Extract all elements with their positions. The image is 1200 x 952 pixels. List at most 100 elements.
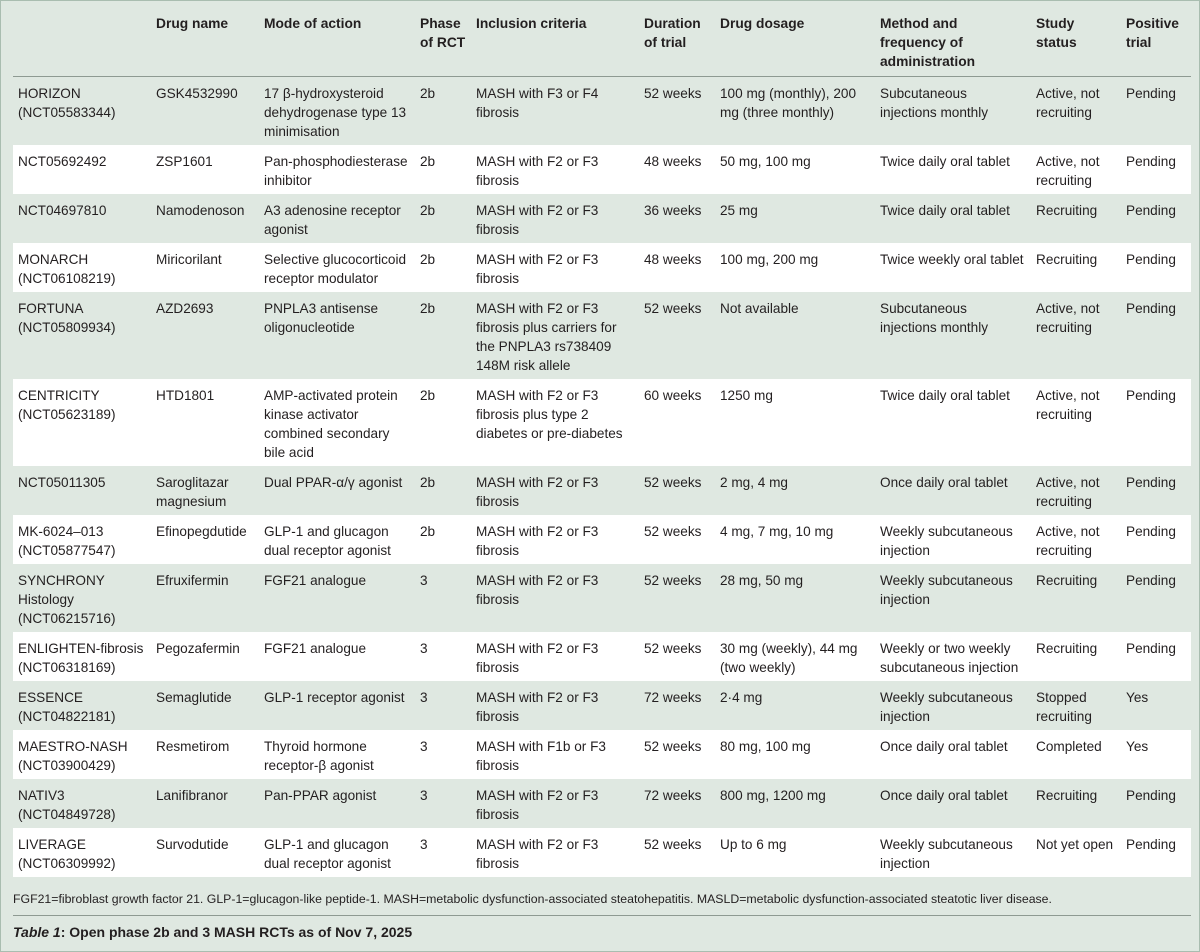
cell-administration: Once daily oral tablet — [880, 475, 1008, 490]
cell-inclusion-criteria: MASH with F2 or F3 fibrosis — [476, 573, 599, 607]
cell-positive-trial: Pending — [1126, 252, 1176, 267]
cell-drug-name: ZSP1601 — [156, 154, 213, 169]
footnote: FGF21=fibroblast growth factor 21. GLP-1… — [13, 892, 1052, 906]
cell-positive-trial: Pending — [1126, 524, 1176, 539]
caption-text: : Open phase 2b and 3 MASH RCTs as of No… — [60, 924, 413, 940]
table-row: MK-6024–013 (NCT05877547) Efinopegdutide G… — [13, 515, 1191, 564]
cell-positive-trial: Pending — [1126, 86, 1176, 101]
cell-inclusion-criteria: MASH with F2 or F3 fibrosis — [476, 475, 599, 509]
cell-duration: 48 weeks — [644, 252, 702, 267]
cell-dosage: Up to 6 mg — [720, 837, 787, 852]
cell-study-status: Recruiting — [1036, 641, 1098, 656]
cell-study-status: Completed — [1036, 739, 1102, 754]
cell-duration: 48 weeks — [644, 154, 702, 169]
cell-phase: 3 — [420, 739, 428, 754]
cell-drug-name: HTD1801 — [156, 388, 215, 403]
cell-mode-of-action: Pan-phosphodiesterase inhibitor — [264, 154, 408, 188]
cell-mode-of-action: GLP-1 and glucagon dual receptor agonist — [264, 524, 391, 558]
header-positive-trial: Positive trial — [1121, 8, 1191, 77]
cell-administration: Twice daily oral tablet — [880, 154, 1010, 169]
cell-study-status: Recruiting — [1036, 203, 1098, 218]
cell-phase: 2b — [420, 524, 436, 539]
cell-study-status: Active, not recruiting — [1036, 301, 1100, 335]
cell-inclusion-criteria: MASH with F2 or F3 fibrosis — [476, 837, 599, 871]
table-row: MONARCH (NCT06108219) Miricorilant Selecti… — [13, 243, 1191, 292]
header-administration: Method and frequency of administration — [875, 8, 1031, 77]
cell-mode-of-action: GLP-1 and glucagon dual receptor agonist — [264, 837, 391, 871]
cell-study-status: Recruiting — [1036, 252, 1098, 267]
cell-dosage: 2·4 mg — [720, 690, 763, 705]
cell-study-status: Active, not recruiting — [1036, 475, 1100, 509]
caption-label: Table 1 — [13, 924, 61, 940]
cell-duration: 52 weeks — [644, 573, 702, 588]
cell-dosage: 28 mg, 50 mg — [720, 573, 804, 588]
cell-positive-trial: Pending — [1126, 203, 1176, 218]
cell-duration: 52 weeks — [644, 301, 702, 316]
table-row: NATIV3 (NCT04849728) Lanifibranor Pan-PPAR… — [13, 779, 1191, 828]
header-drug-name: Drug name — [151, 8, 259, 77]
cell-administration: Subcutaneous injections monthly — [880, 301, 989, 335]
cell-dosage: 50 mg, 100 mg — [720, 154, 811, 169]
cell-duration: 52 weeks — [644, 475, 702, 490]
cell-duration: 52 weeks — [644, 837, 702, 852]
cell-phase: 2b — [420, 86, 436, 101]
cell-duration: 36 weeks — [644, 203, 702, 218]
table-row: CENTRICITY (NCT05623189) HTD1801 AMP-activ… — [13, 379, 1191, 466]
cell-positive-trial: Yes — [1126, 690, 1149, 705]
cell-mode-of-action: Pan-PPAR agonist — [264, 788, 377, 803]
cell-study-status: Recruiting — [1036, 788, 1098, 803]
header-phase: Phase of RCT — [415, 8, 471, 77]
cell-mode-of-action: 17 β-hydroxysteroid dehydrogenase type 1… — [264, 86, 407, 139]
cell-administration: Once daily oral tablet — [880, 788, 1008, 803]
cell-drug-name: AZD2693 — [156, 301, 214, 316]
cell-positive-trial: Pending — [1126, 641, 1176, 656]
cell-drug-name: Saroglitazar magnesium — [156, 475, 229, 509]
cell-trial: NCT05011305 — [18, 475, 106, 490]
cell-trial: CENTRICITY (NCT05623189) — [18, 388, 116, 422]
cell-study-status: Stopped recruiting — [1036, 690, 1092, 724]
cell-inclusion-criteria: MASH with F2 or F3 fibrosis plus type 2 … — [476, 388, 623, 441]
cell-administration: Weekly subcutaneous injection — [880, 690, 1013, 724]
table-row: NCT05011305 Saroglitazar magnesium Dual PP… — [13, 466, 1191, 515]
cell-administration: Weekly subcutaneous injection — [880, 524, 1013, 558]
cell-inclusion-criteria: MASH with F2 or F3 fibrosis — [476, 788, 599, 822]
cell-positive-trial: Pending — [1126, 154, 1176, 169]
cell-mode-of-action: Dual PPAR-α/γ agonist — [264, 475, 403, 490]
header-dosage: Drug dosage — [715, 8, 875, 77]
cell-administration: Twice daily oral tablet — [880, 388, 1010, 403]
header-trial — [13, 8, 151, 77]
cell-trial: ENLIGHTEN-fibrosis (NCT06318169) — [18, 641, 144, 675]
cell-phase: 2b — [420, 252, 436, 267]
cell-phase: 2b — [420, 301, 436, 316]
divider — [13, 915, 1191, 916]
cell-dosage: 1250 mg — [720, 388, 773, 403]
cell-drug-name: Survodutide — [156, 837, 229, 852]
cell-duration: 72 weeks — [644, 690, 702, 705]
cell-dosage: 80 mg, 100 mg — [720, 739, 811, 754]
cell-mode-of-action: Thyroid hormone receptor-β agonist — [264, 739, 374, 773]
cell-positive-trial: Pending — [1126, 301, 1176, 316]
cell-study-status: Recruiting — [1036, 573, 1098, 588]
table-row: MAESTRO-NASH (NCT03900429) Resmetirom Thyr… — [13, 730, 1191, 779]
cell-inclusion-criteria: MASH with F2 or F3 fibrosis — [476, 252, 599, 286]
cell-duration: 72 weeks — [644, 788, 702, 803]
cell-mode-of-action: AMP-activated protein kinase activator c… — [264, 388, 398, 460]
table-row: LIVERAGE (NCT06309992) Survodutide GLP-1 a… — [13, 828, 1191, 877]
cell-trial: HORIZON (NCT05583344) — [18, 86, 116, 120]
cell-positive-trial: Pending — [1126, 573, 1176, 588]
cell-trial: SYNCHRONY Histology (NCT06215716) — [18, 573, 116, 626]
cell-drug-name: Lanifibranor — [156, 788, 228, 803]
cell-trial: NCT05692492 — [18, 154, 107, 169]
cell-dosage: 4 mg, 7 mg, 10 mg — [720, 524, 834, 539]
cell-phase: 3 — [420, 837, 428, 852]
cell-drug-name: GSK4532990 — [156, 86, 238, 101]
cell-inclusion-criteria: MASH with F2 or F3 fibrosis — [476, 641, 599, 675]
cell-dosage: 800 mg, 1200 mg — [720, 788, 826, 803]
cell-dosage: 100 mg, 200 mg — [720, 252, 819, 267]
cell-drug-name: Resmetirom — [156, 739, 230, 754]
cell-phase: 2b — [420, 203, 436, 218]
cell-mode-of-action: A3 adenosine receptor agonist — [264, 203, 401, 237]
cell-phase: 3 — [420, 788, 428, 803]
cell-inclusion-criteria: MASH with F2 or F3 fibrosis — [476, 203, 599, 237]
